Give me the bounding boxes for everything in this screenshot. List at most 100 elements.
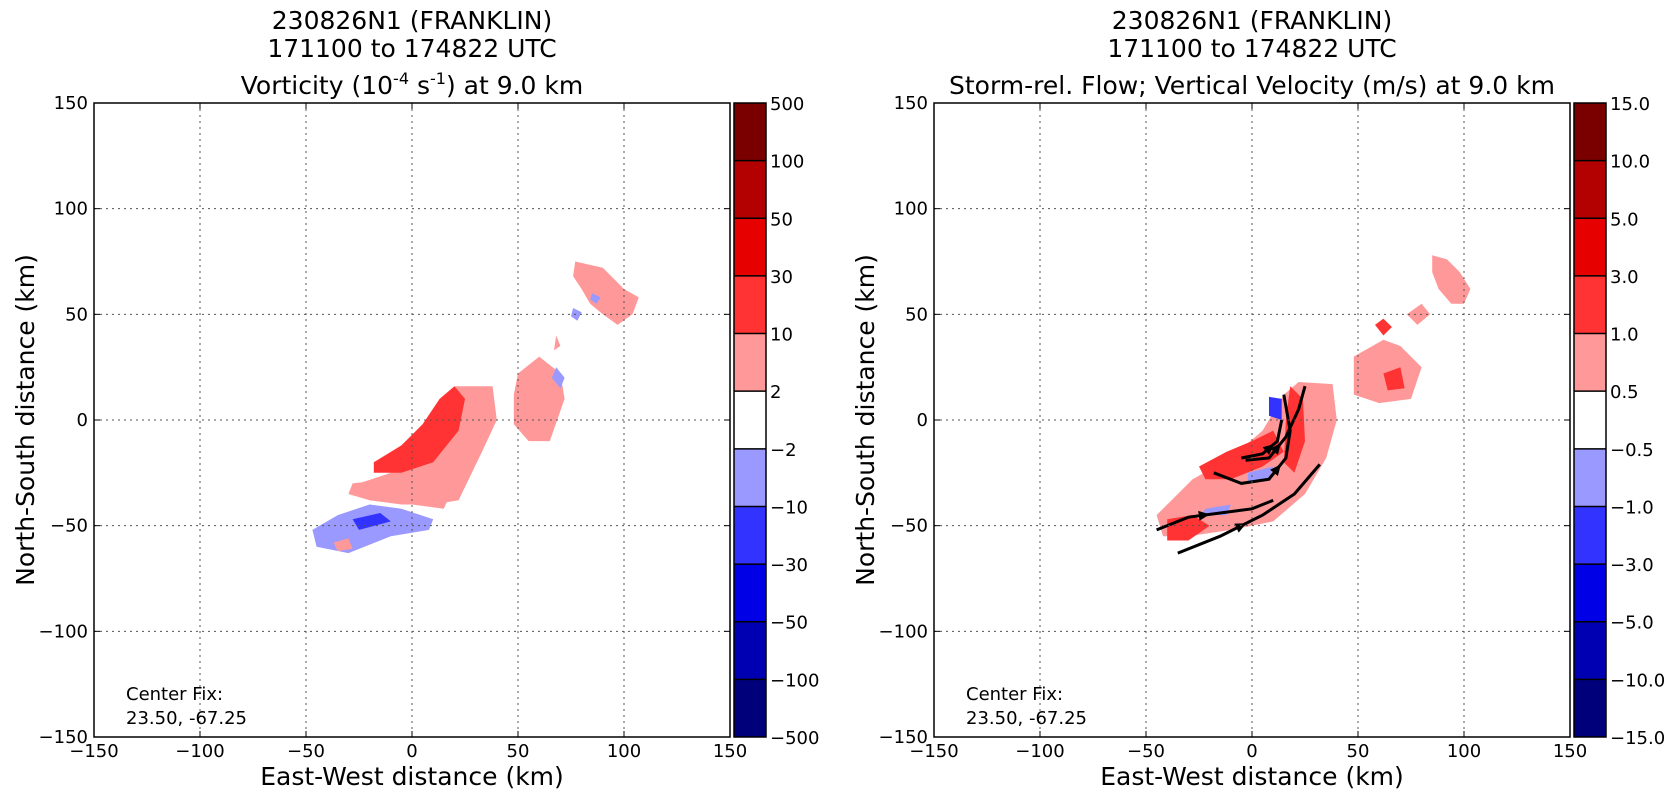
colorbar-tick-label: −50 <box>770 613 808 634</box>
panel-2: −150 −100 −50 0 50 100 150 −150 −100 −50 0 50 100 150… <box>851 6 1665 791</box>
axis-ticks: −150 −100 −50 0 50 100 150 −150 −100 −50 0 50 100 150 <box>879 93 1588 762</box>
colorbar-segment-1 <box>734 103 766 162</box>
colorbar-tick-label: 3.0 <box>1610 267 1639 288</box>
y-tick-label: 100 <box>894 199 928 220</box>
colorbar-tick-label: 15.0 <box>1610 94 1650 115</box>
colorbar-tick-label: −500 <box>770 728 819 749</box>
colorbar-tick-label: −10.0 <box>1610 670 1665 691</box>
y-axis-label: North-South distance (km) <box>851 254 880 586</box>
panel-1: −150 −100 −50 0 50 100 150−150−100−50050100150… <box>11 6 819 791</box>
y-tick-label: 150 <box>54 93 88 114</box>
x-tick-label: 100 <box>607 741 641 762</box>
colorbar: 500 100 50 30 10 2 −2 −10 −30 −50 −100 −500 <box>733 94 819 749</box>
contour-region-9 <box>573 261 639 325</box>
x-tick-label: 0 <box>406 741 417 762</box>
colorbar-tick-label: 1.0 <box>1610 325 1639 346</box>
y-tick-label: −100 <box>879 621 928 642</box>
streamline-1 <box>1156 498 1274 532</box>
title-part-sup1: -4 <box>393 69 409 88</box>
colorbar-segment-7 <box>1574 448 1606 507</box>
colorbar-segment-10 <box>734 621 766 680</box>
colorbar-tick-label: 100 <box>770 152 804 173</box>
colorbar-segment-5 <box>1574 333 1606 392</box>
x-tick-label: −50 <box>1127 741 1165 762</box>
streamline-2 <box>1177 463 1321 555</box>
x-tick-label: 150 <box>1553 741 1587 762</box>
contour-region-11 <box>571 308 582 321</box>
title-line-1: 230826N1 (FRANKLIN) <box>1112 6 1392 35</box>
colorbar-tick-label: 5.0 <box>1610 209 1639 230</box>
center-fix-label: Center Fix: <box>126 684 223 705</box>
x-tick-label: −50 <box>287 741 325 762</box>
colorbar-segment-8 <box>734 506 766 565</box>
colorbar-tick-label: 30 <box>770 267 793 288</box>
center-fix-annotation: Center Fix: 23.50, -67.25 <box>126 684 247 729</box>
contour-region-2 <box>1199 430 1284 480</box>
colorbar-tick-label: −5.0 <box>1610 613 1654 634</box>
contour-region-10 <box>554 335 561 351</box>
contour-region-6 <box>333 538 353 551</box>
colorbar-segment-11 <box>734 679 766 738</box>
colorbar-tick-label: −0.5 <box>1610 440 1654 461</box>
center-fix-value: 23.50, -67.25 <box>966 708 1087 729</box>
streamline-arrow-2 <box>1234 523 1247 533</box>
x-tick-label: −150 <box>69 741 118 762</box>
colorbar-tick-label: −30 <box>770 555 808 576</box>
title-line-1: 230826N1 (FRANKLIN) <box>272 6 552 35</box>
contour-region-5 <box>352 513 391 530</box>
x-tick-label: 0 <box>1246 741 1257 762</box>
contour-region-3 <box>348 479 451 509</box>
colorbar-tick-label: 50 <box>770 209 793 230</box>
contour-region-10 <box>1383 367 1405 391</box>
colorbar-tick-label: 2 <box>770 382 781 403</box>
colorbar-tick-label: 0.5 <box>1610 382 1639 403</box>
title-line-3: Vorticity (10-4 s-1) at 9.0 km <box>241 69 584 100</box>
colorbar-tick-label: 10 <box>770 325 793 346</box>
title-line-3: Storm-rel. Flow; Vertical Velocity (m/s)… <box>949 71 1555 100</box>
title-part-post: ) at 9.0 km <box>446 71 583 100</box>
contour-region-11 <box>1406 303 1431 325</box>
x-tick-label: −100 <box>175 741 224 762</box>
colorbar-tick-label: −15.0 <box>1610 728 1665 749</box>
colorbar-segment-2 <box>734 160 766 219</box>
colorbar-segment-4 <box>734 275 766 335</box>
y-tick-label: 0 <box>77 410 88 431</box>
colorbar-segment-6 <box>1574 391 1606 450</box>
streamline-arrow-4 <box>1270 443 1281 455</box>
colorbar: 15.0 10.0 5.0 3.0 1.0 0.5 −0.5 −1.0 −3.0 −5.0 −10.… <box>1573 94 1665 749</box>
y-tick-label: −150 <box>879 727 928 748</box>
title-line-2: 171100 to 174822 UTC <box>1107 34 1396 63</box>
x-tick-label: 50 <box>1347 741 1370 762</box>
colorbar-tick-label: −100 <box>770 670 819 691</box>
x-axis-label: East-West distance (km) <box>260 762 564 791</box>
y-tick-label: 50 <box>65 304 88 325</box>
y-tick-label: 0 <box>917 410 928 431</box>
title-part-mid: s <box>409 71 430 100</box>
colorbar-segment-10 <box>1574 621 1606 680</box>
y-tick-label: 150 <box>894 93 928 114</box>
colorbar-segment-9 <box>734 564 766 623</box>
streamline-arrow-1 <box>1198 510 1210 521</box>
colorbar-tick-label: 500 <box>770 94 804 115</box>
chart-title: 230826N1 (FRANKLIN)171100 to 174822 UTC S… <box>949 6 1555 100</box>
colorbar-segment-4 <box>1574 275 1606 335</box>
grid-lines <box>934 103 1570 737</box>
colorbar-segment-3 <box>1574 218 1606 277</box>
colorbar-tick-label: −3.0 <box>1610 555 1654 576</box>
center-fix-label: Center Fix: <box>966 684 1063 705</box>
colorbar-segment-3 <box>734 218 766 277</box>
colorbar-frame <box>733 102 767 738</box>
y-tick-label: −50 <box>50 516 88 537</box>
contour-region-12 <box>1432 255 1471 304</box>
contour-region-8 <box>551 367 565 389</box>
y-tick-label: 100 <box>54 199 88 220</box>
y-axis-label: North-South distance (km) <box>11 254 40 586</box>
x-tick-label: 150 <box>713 741 747 762</box>
streamline-4 <box>1245 385 1307 462</box>
colorbar-segment-7 <box>734 448 766 507</box>
colorbar-segment-8 <box>1574 506 1606 565</box>
x-tick-label: −150 <box>909 741 958 762</box>
contour-region-9 <box>1375 318 1392 336</box>
colorbar-frame <box>1573 102 1607 738</box>
